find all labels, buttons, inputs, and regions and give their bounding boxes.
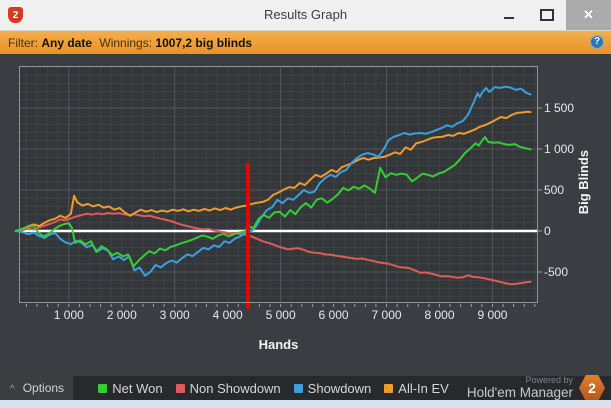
y-tick-label: 0 [544,223,551,238]
filter-bar: Filter: Any date Winnings: 1007,2 big bl… [0,31,611,55]
options-label: Options [22,381,65,395]
minimize-icon [504,17,514,19]
minimize-button[interactable] [490,0,528,30]
plot-area[interactable] [14,66,542,309]
powered-by-block: Powered by Hold'em Manager 2 [467,375,605,401]
title-bar: 2 Results Graph ✕ [0,0,611,31]
non-showdown-swatch-icon [175,383,185,393]
legend-item-non-showdown[interactable]: Non Showdown [175,380,281,396]
options-button[interactable]: ^ Options [0,376,73,400]
app-icon: 2 [8,7,23,23]
chevron-up-icon: ^ [10,383,15,395]
maximize-button[interactable] [528,0,566,30]
x-tick-label: 6 000 [318,308,349,322]
legend-label: Net Won [112,380,163,396]
x-tick-label: 7 000 [371,308,402,322]
results-graph-canvas[interactable] [14,66,543,309]
y-axis-title: Big Blinds [575,149,591,215]
maximize-icon [540,9,554,21]
legend-item-net-won[interactable]: Net Won [98,380,163,396]
help-icon[interactable]: ? [590,35,604,49]
powered-by-label: Powered by [525,375,573,386]
footer-bar: ^ Options Net Won Non Showdown Showdown … [0,375,611,401]
x-tick-label: 2 000 [106,308,137,322]
x-tick-label: 8 000 [424,308,455,322]
legend-item-all-in-ev[interactable]: All-In EV [384,381,449,396]
legend: Net Won Non Showdown Showdown All-In EV [98,381,449,396]
filter-label: Filter: [8,35,42,50]
holdem-manager-logo-icon: 2 [579,375,605,401]
x-tick-label: 3 000 [159,308,190,322]
legend-label: Non Showdown [189,380,281,396]
x-tick-label: 5 000 [265,308,296,322]
all-in-ev-swatch-icon [384,383,394,393]
close-button[interactable]: ✕ [566,0,611,30]
x-tick-label: 9 000 [477,308,508,322]
winnings-value: 1007,2 big blinds [155,35,253,50]
showdown-swatch-icon [293,383,303,393]
window-title: Results Graph [263,7,348,22]
legend-label: All-In EV [398,380,449,396]
legend-label: Showdown [307,380,372,396]
brand-label: Hold'em Manager [466,384,573,400]
legend-item-showdown[interactable]: Showdown [293,380,372,396]
x-tick-label: 1 000 [53,308,84,322]
chart-region: 1 000 2 000 3 000 4 000 5 000 6 000 7 000 8 000… [0,54,611,376]
x-axis-title: Hands [258,337,299,352]
x-tick-label: 4 000 [212,308,243,322]
filter-value: Any date [41,35,93,50]
winnings-label: Winnings: [96,35,156,50]
y-tick-label: 1 500 [544,100,575,115]
net-won-swatch-icon [98,383,108,393]
window-bottom-edge [0,400,611,408]
y-tick-label: 500 [544,182,565,197]
y-tick-label: 1 000 [544,141,575,156]
y-tick-label: -500 [544,265,569,279]
